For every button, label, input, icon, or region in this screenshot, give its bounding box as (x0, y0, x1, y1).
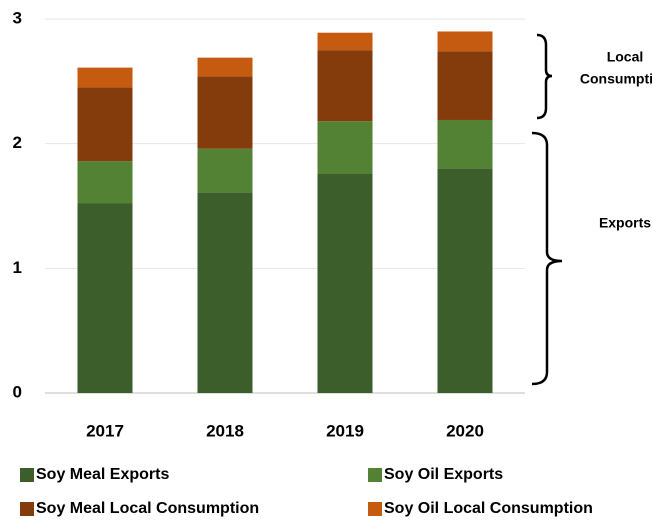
legend-label: Soy Oil Local Consumption (384, 500, 593, 517)
bar-segment (317, 173, 373, 393)
annotation: Exports (599, 215, 651, 231)
bar-segment (437, 119, 493, 169)
bar-segment (77, 67, 133, 88)
legend-swatch (20, 468, 34, 482)
legend-label: Soy Meal Exports (36, 466, 169, 483)
bar-segment (317, 32, 373, 51)
x-tick-label: 2019 (326, 421, 364, 440)
legend-swatch (20, 502, 34, 516)
legend-label: Soy Meal Local Consumption (36, 500, 259, 517)
bar-segment (197, 76, 253, 149)
y-tick-label: 0 (13, 382, 22, 401)
bar-segment (77, 161, 133, 204)
legend-swatch (368, 468, 382, 482)
annotation: Local (607, 49, 644, 65)
y-tick-label: 2 (13, 133, 22, 152)
bar-segment (77, 203, 133, 393)
bar-segment (437, 51, 493, 120)
bracket (531, 131, 563, 386)
x-tick-label: 2017 (86, 421, 124, 440)
legend-swatch (368, 502, 382, 516)
bar-segment (317, 121, 373, 174)
x-tick-label: 2018 (206, 421, 244, 440)
legend-label: Soy Oil Exports (384, 466, 503, 483)
bar-segment (197, 192, 253, 393)
bar-segment (197, 57, 253, 77)
x-tick-label: 2020 (446, 421, 484, 440)
bar-segment (437, 31, 493, 52)
bar-segment (437, 168, 493, 393)
y-tick-label: 1 (13, 258, 22, 277)
bar-segment (77, 87, 133, 162)
annotation: Consumption (580, 71, 652, 87)
y-tick-label: 3 (13, 8, 22, 27)
bracket (536, 33, 553, 120)
bar-segment (317, 50, 373, 122)
bar-segment (197, 148, 253, 193)
